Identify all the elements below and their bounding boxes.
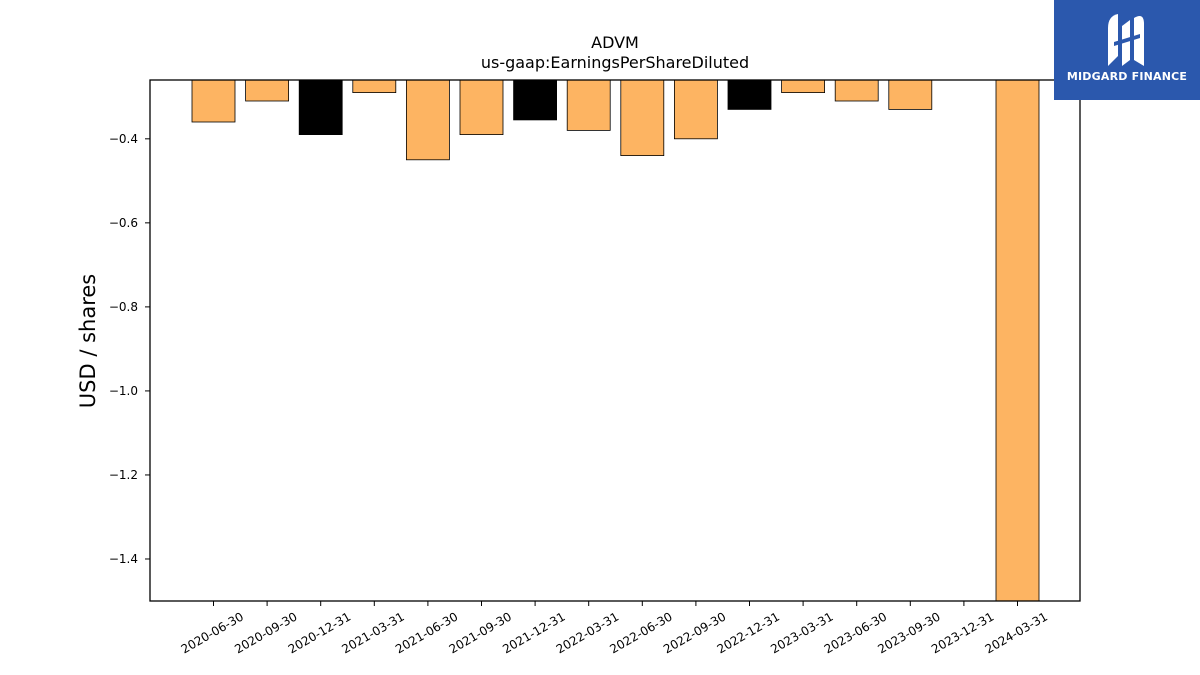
bar-2022-09-30: [674, 79, 718, 140]
plot-frame: [149, 79, 1081, 602]
bar-2024-03-31: [995, 79, 1040, 602]
bar-2023-09-30: [888, 79, 933, 110]
x-axis: 2020-06-302020-09-302020-12-312021-03-31…: [179, 601, 1050, 656]
bar-2023-06-30: [834, 79, 879, 102]
y-tick-label: −0.6: [109, 216, 138, 230]
bar-2020-06-30: [191, 79, 236, 123]
chart-title: ADVM: [591, 33, 639, 52]
bar-2022-03-31: [566, 79, 611, 131]
y-tick-label: −1.0: [109, 384, 138, 398]
bar-2021-03-31: [352, 79, 397, 94]
brand-name: MIDGARD FINANCE: [1066, 70, 1188, 83]
y-tick-label: −0.4: [109, 132, 138, 146]
y-axis: −1.4 −1.2 −1.0 −0.8 −0.6 −0.4: [109, 132, 150, 566]
brand-logo: MIDGARD FINANCE: [1054, 0, 1200, 100]
bar-2023-03-31: [781, 79, 825, 94]
y-tick-label: −1.4: [109, 552, 138, 566]
midgard-logo-icon: [1108, 14, 1144, 66]
bar-2021-09-30: [459, 79, 504, 135]
bar-2022-12-31: [727, 79, 772, 110]
bars-group: [191, 79, 1040, 602]
bar-2020-12-31: [298, 79, 343, 135]
y-tick-label: −0.8: [109, 300, 138, 314]
y-tick-label: −1.2: [109, 468, 138, 482]
bar-2020-09-30: [245, 79, 290, 102]
bar-2022-06-30: [620, 79, 665, 156]
chart-subtitle: us-gaap:EarningsPerShareDiluted: [481, 53, 749, 72]
bar-2021-12-31: [513, 79, 557, 121]
y-axis-label: USD / shares: [76, 274, 100, 408]
bar-2021-06-30: [405, 79, 450, 161]
